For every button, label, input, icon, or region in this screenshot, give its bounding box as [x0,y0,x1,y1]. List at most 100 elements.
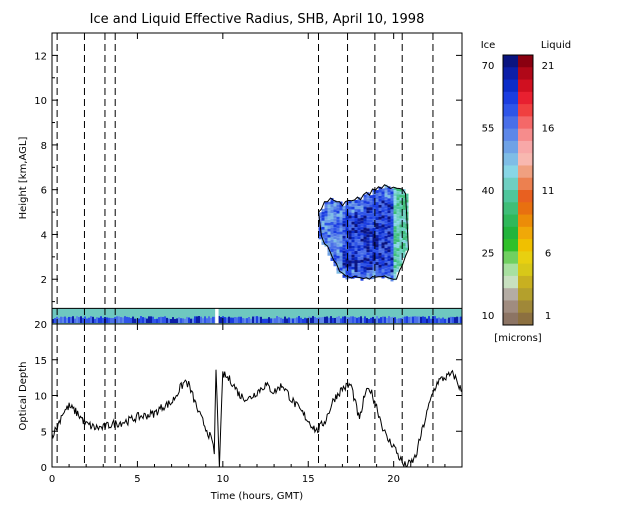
ice-cloud-pixel [336,225,340,229]
ice-cloud-pixel [333,248,337,252]
ice-cloud-pixel [366,219,370,223]
ice-cloud-pixel [357,251,361,255]
ice-cloud-pixel [399,233,403,237]
low-layer-pixel [148,316,150,323]
ice-cloud-pixel [354,239,358,243]
ice-cloud-pixel [390,233,394,237]
ice-cloud-pixel [372,242,376,246]
ice-cloud-pixel [399,209,403,213]
ice-cloud-pixel [336,228,340,232]
ice-cloud-pixel [375,262,379,266]
ice-cloud-pixel [360,262,364,266]
radius-y-tick-label: 10 [34,96,47,107]
ice-cloud-pixel [342,274,346,278]
ice-cloud-pixel [342,244,346,248]
ice-cloud-pixel [378,261,382,265]
ice-cloud-pixel [354,227,358,231]
ice-cloud-pixel [321,226,325,230]
colorbar-ice-swatch [503,312,518,326]
ice-cloud-pixel [387,225,391,229]
ice-cloud-pixel [369,246,373,250]
ice-cloud-pixel [351,254,355,258]
low-layer-pixel [422,316,424,323]
low-layer-pixel [66,317,68,323]
ice-cloud-pixel [345,249,349,253]
ice-cloud-pixel [360,268,364,272]
ice-cloud-pixel [342,238,346,242]
ice-cloud-pixel [366,237,370,241]
colorbar-liquid-swatch [518,226,533,240]
ice-cloud-pixel [336,246,340,250]
ice-cloud-pixel [357,233,361,237]
ice-cloud-pixel [318,212,322,216]
low-layer-pixel [70,316,72,323]
low-layer-pixel [242,318,244,323]
colorbar-ice-swatch [503,239,518,252]
colorbar-ice-swatch [503,116,518,130]
ice-cloud-pixel [384,268,388,272]
colorbar-liquid-tick-label: 21 [542,61,555,72]
ice-cloud-pixel [336,231,340,235]
ice-cloud-pixel [342,208,346,212]
low-layer-pixel [400,318,402,323]
ice-cloud-pixel [333,227,337,231]
low-layer-pixel [406,316,408,323]
colorbar-ice-tick-label: 25 [482,249,495,260]
ice-cloud-pixel [378,267,382,271]
ice-cloud-pixel [372,251,376,255]
ice-cloud-pixel [348,206,352,210]
ice-cloud-pixel [381,275,385,279]
ice-cloud-pixel [333,230,337,234]
ice-cloud-pixel [351,209,355,213]
low-layer-pixel [388,316,390,323]
ice-cloud-pixel [321,241,325,245]
low-layer-pixel [176,318,178,323]
time-x-tick-label: 0 [49,474,55,485]
ice-cloud-pixel [330,233,334,237]
low-layer-pixel [168,318,170,323]
ice-cloud-pixel [351,266,355,270]
ice-cloud-pixel [381,251,385,255]
ice-cloud-pixel [330,212,334,216]
ice-cloud-pixel [339,237,343,241]
ice-cloud-pixel [354,266,358,270]
low-layer-pixel [294,318,296,323]
ice-cloud-pixel [351,272,355,276]
ice-cloud-pixel [354,245,358,249]
low-layer-pixel [76,316,78,323]
colorbar-ice-swatch [503,251,518,265]
ice-cloud-pixel [357,245,361,249]
ice-cloud-pixel [324,234,328,238]
ice-cloud-pixel [363,266,367,270]
ice-cloud-pixel [369,201,373,205]
ice-cloud-pixel [405,199,409,203]
ice-cloud-pixel [372,215,376,219]
low-layer-pixel [404,316,406,323]
ice-cloud-pixel [336,261,340,265]
ice-cloud-pixel [402,228,406,232]
low-layer-pixel [138,318,140,323]
ice-cloud-pixel [366,198,370,202]
ice-cloud-pixel [384,229,388,233]
ice-cloud-pixel [372,254,376,258]
ice-cloud-pixel [387,189,391,193]
ice-cloud-pixel [399,260,403,264]
low-layer-pixel [460,316,462,323]
ice-cloud-pixel [351,251,355,255]
ice-cloud-pixel [366,252,370,256]
ice-cloud-pixel [348,200,352,204]
colorbar-liquid-swatch [518,79,533,93]
colorbar: Ice Liquid 70 55 40 25 10 21 16 11 6 1 [microns] [481,40,571,344]
low-layer-pixel [184,318,186,323]
ice-cloud-pixel [321,211,325,215]
ice-cloud-pixel [369,240,373,244]
ice-cloud-pixel [369,228,373,232]
ice-cloud-pixel [360,211,364,215]
low-layer-pixel [258,316,260,323]
ice-cloud-pixel [402,201,406,205]
ice-cloud-pixel [378,237,382,241]
ice-cloud-pixel [333,224,337,228]
ice-cloud-pixel [399,188,403,192]
ice-cloud-pixel [360,241,364,245]
colorbar-ice-tick-label: 10 [482,311,495,322]
